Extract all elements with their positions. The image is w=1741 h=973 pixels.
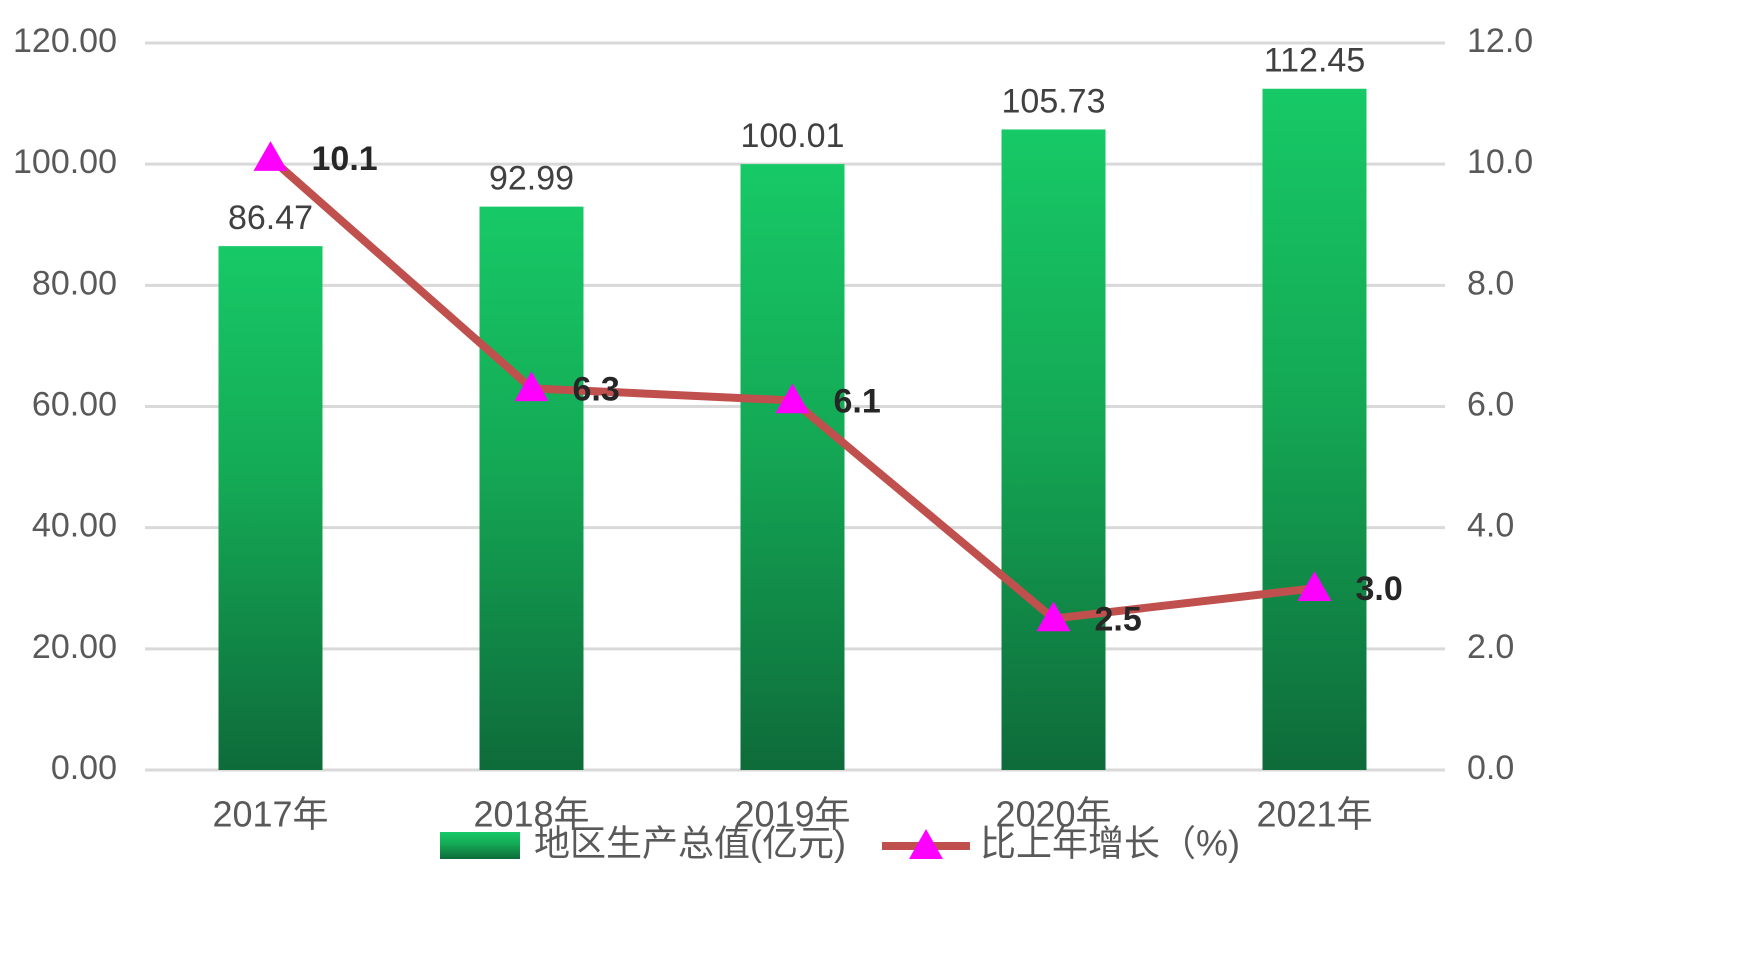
bar	[479, 206, 584, 770]
bar-value-label: 86.47	[228, 199, 313, 237]
line-value-label: 6.1	[834, 382, 881, 420]
line-value-labels: 10.1 6.3 6.1 2.5 3.0	[312, 140, 1403, 638]
line-marker	[253, 141, 288, 171]
x-axis-labels: 2017年 2018年 2019年 2020年 2021年	[212, 794, 1372, 835]
bar-value-label: 105.73	[1002, 82, 1106, 120]
y-left-tick-label: 60.00	[32, 385, 117, 423]
y-left-tick-label: 100.00	[13, 143, 117, 181]
y-right-tick-label: 6.0	[1467, 385, 1514, 423]
y-left-tick-label: 40.00	[32, 507, 117, 545]
line-marker	[1036, 601, 1071, 632]
line-marker	[514, 371, 549, 402]
y-left-tick-label: 0.00	[51, 749, 117, 787]
line-marker	[1297, 571, 1332, 601]
y-right-tick-label: 2.0	[1467, 628, 1514, 666]
bar-value-labels: 86.47 92.99 100.01 105.73 112.45	[228, 42, 1365, 237]
bar-value-label: 92.99	[489, 160, 574, 198]
bar-series	[218, 88, 1367, 771]
legend-line-marker	[909, 829, 943, 859]
x-axis-label: 2018年	[473, 794, 589, 835]
y-left-tick-label: 80.00	[32, 264, 117, 302]
y-right-tick-label: 8.0	[1467, 264, 1514, 302]
bar	[1262, 88, 1367, 770]
x-axis-label: 2020年	[995, 794, 1111, 835]
line-series	[253, 141, 1332, 632]
legend-line-label: 比上年增长（%)	[980, 823, 1240, 864]
line-value-label: 6.3	[573, 370, 620, 408]
right-axis-ticks: 0.0 2.0 4.0 6.0 8.0 10.0 12.0	[1467, 22, 1533, 787]
y-left-tick-label: 120.00	[13, 22, 117, 60]
y-right-tick-label: 0.0	[1467, 749, 1514, 787]
legend: 地区生产总值(亿元) 比上年增长（%)	[440, 823, 1240, 864]
y-right-tick-label: 12.0	[1467, 22, 1533, 60]
line-value-label: 3.0	[1356, 570, 1403, 608]
x-axis-label: 2019年	[734, 794, 850, 835]
line-value-label: 2.5	[1095, 601, 1142, 639]
legend-bar-swatch	[440, 832, 520, 859]
line-value-label: 10.1	[312, 140, 378, 178]
x-axis-label: 2017年	[212, 794, 328, 835]
left-axis-ticks: 0.00 20.00 40.00 60.00 80.00 100.00 120.00	[13, 22, 117, 787]
y-left-tick-label: 20.00	[32, 628, 117, 666]
y-right-tick-label: 4.0	[1467, 507, 1514, 545]
bar	[740, 164, 845, 770]
bar	[218, 246, 323, 770]
y-right-tick-label: 10.0	[1467, 143, 1533, 181]
legend-bar-label: 地区生产总值(亿元)	[534, 823, 846, 864]
bar	[1001, 129, 1106, 771]
line-marker	[775, 383, 810, 414]
x-axis-label: 2021年	[1256, 794, 1372, 835]
bar-value-label: 100.01	[741, 117, 845, 155]
bar-value-label: 112.45	[1264, 42, 1365, 80]
